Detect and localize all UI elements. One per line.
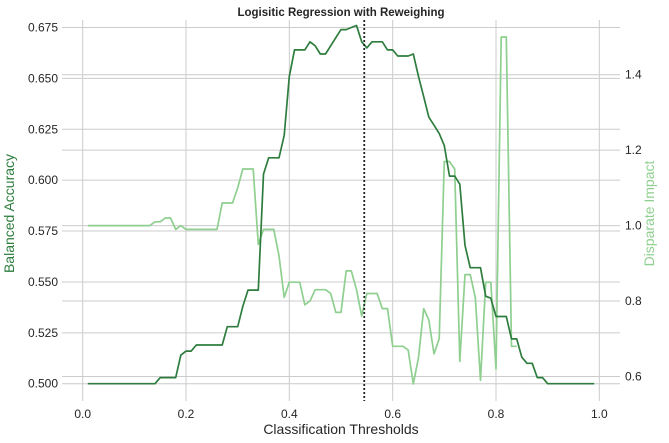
x-tick-label: 0.0 [74, 407, 91, 421]
x-tick-labels: 0.0 0.2 0.4 0.6 0.8 1.0 [74, 407, 608, 421]
y-tick-label: 0.675 [28, 21, 58, 35]
y-tick-label: 0.625 [28, 122, 58, 136]
y-tick-label: 0.600 [28, 173, 58, 187]
y-tick-labels: 0.500 0.525 0.550 0.575 0.600 0.625 0.650 0.675 [28, 21, 58, 391]
x-tick-label: 0.6 [384, 407, 401, 421]
y2-tick-label: 1.0 [625, 219, 642, 233]
y-axis-label: Balanced Accuracy [1, 154, 17, 273]
y2-axis-label: Disparate Impact [641, 160, 657, 266]
y-tick-label: 0.650 [28, 71, 58, 85]
y2-tick-labels: 0.6 0.8 1.0 1.2 1.4 [625, 68, 642, 384]
x-axis-label: Classification Thresholds [263, 421, 418, 437]
y2-tick-label: 0.8 [625, 294, 642, 308]
x-tick-label: 0.4 [281, 407, 298, 421]
y2-tick-label: 1.4 [625, 68, 642, 82]
series-layer [87, 24, 595, 385]
y2-tick-label: 1.2 [625, 143, 642, 157]
y-tick-label: 0.550 [28, 275, 58, 289]
chart-title: Logisitic Regression with Reweighing [237, 7, 444, 19]
x-tick-label: 0.8 [488, 407, 505, 421]
y-tick-label: 0.525 [28, 326, 58, 340]
disparate-impact-line [87, 36, 517, 385]
y2-tick-label: 0.6 [625, 369, 642, 383]
y-tick-label: 0.500 [28, 377, 58, 391]
x-tick-label: 0.2 [178, 407, 195, 421]
y2-gridlines [62, 74, 620, 377]
x-tick-label: 1.0 [591, 407, 608, 421]
y-tick-label: 0.575 [28, 224, 58, 238]
y-gridlines [62, 27, 620, 385]
balanced-accuracy-line [87, 24, 595, 385]
